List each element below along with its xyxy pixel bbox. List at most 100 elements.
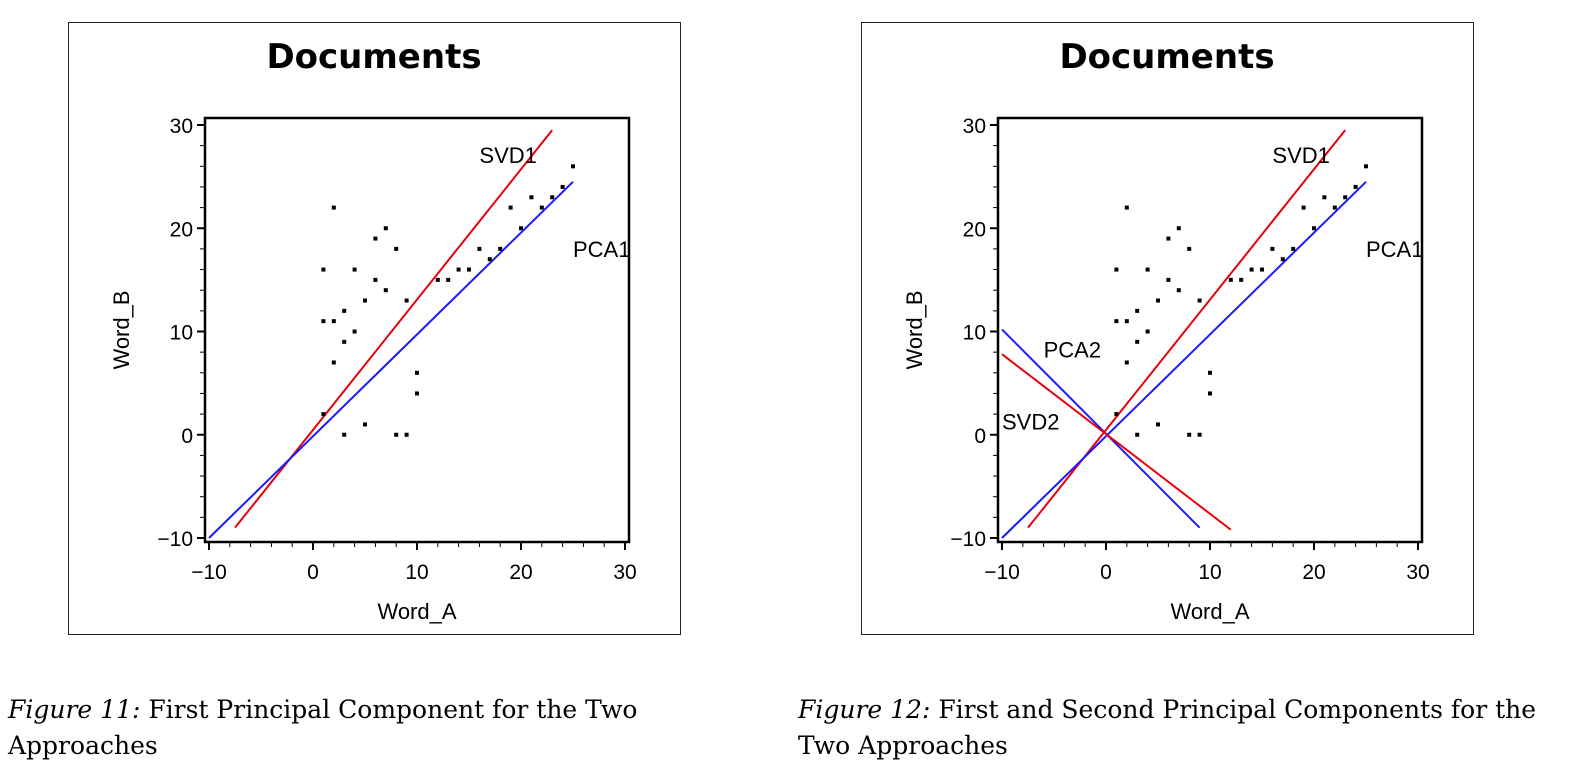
figure-12-caption: Figure 12: First and Second Principal Co… <box>798 692 1558 764</box>
data-point <box>1312 226 1316 231</box>
y-tick-label: 30 <box>963 115 986 138</box>
y-tick-label: 0 <box>181 425 193 448</box>
chart-title: Documents <box>266 37 481 77</box>
data-point <box>383 226 388 231</box>
data-point <box>415 391 419 396</box>
data-point <box>352 267 357 272</box>
y-tick-label: 10 <box>963 322 986 345</box>
annotation-pca2: PCA2 <box>1044 337 1101 362</box>
data-point <box>1176 288 1181 293</box>
x-axis-label: Word_A <box>377 599 456 624</box>
chart-figure-12: Documents −10 −10 0 0 10 10 20 20 30 30 Word_A Word_… <box>861 22 1474 635</box>
data-point <box>1135 432 1140 437</box>
data-point <box>1166 277 1171 282</box>
data-point <box>394 246 399 251</box>
figure-11-caption-text: First Principal Component for the Two Ap… <box>8 695 638 760</box>
data-point <box>477 246 482 251</box>
data-point <box>498 246 503 251</box>
data-point <box>550 195 555 200</box>
data-point <box>508 205 513 210</box>
data-point <box>363 422 367 427</box>
chart-title: Documents <box>1059 37 1274 77</box>
data-point <box>1239 277 1244 282</box>
data-point <box>321 412 326 417</box>
data-point <box>1135 308 1140 313</box>
data-point <box>1156 298 1160 303</box>
data-point <box>415 370 419 375</box>
annotation-svd1: SVD1 <box>1272 143 1329 168</box>
data-point <box>1322 195 1327 200</box>
x-tick-label: 0 <box>1100 561 1112 584</box>
data-point <box>373 277 378 282</box>
x-axis-label: Word_A <box>1170 599 1249 624</box>
data-point <box>352 329 357 334</box>
x-tick-label: 30 <box>1406 561 1429 584</box>
data-point <box>1187 246 1192 251</box>
x-tick-label: −10 <box>984 561 1020 584</box>
panel-border <box>861 22 1474 635</box>
annotation-svd2: SVD2 <box>1002 410 1059 435</box>
y-tick-label: 0 <box>974 425 986 448</box>
figure-11-label: Figure 11: <box>8 695 141 724</box>
data-point <box>1124 360 1129 365</box>
data-point <box>560 184 565 189</box>
line-pca1 <box>1001 181 1367 539</box>
y-tick-label: −10 <box>950 528 986 551</box>
data-point <box>1197 298 1202 303</box>
annotation-pca1: PCA1 <box>1366 237 1423 262</box>
data-point <box>342 432 347 437</box>
x-tick-label: 10 <box>1198 561 1221 584</box>
y-tick-label: 20 <box>963 218 986 241</box>
annotation-pca1: PCA1 <box>573 237 630 262</box>
data-point <box>539 205 544 210</box>
x-tick-label: 20 <box>1302 561 1325 584</box>
data-point <box>331 319 336 324</box>
chart-panel-figure-11: Documents −10 −10 0 0 10 10 20 20 30 30 Word_A Word_… <box>68 22 681 635</box>
x-tick-label: 20 <box>509 561 532 584</box>
y-tick-label: −10 <box>157 528 193 551</box>
data-point <box>1114 267 1119 272</box>
data-point <box>342 339 347 344</box>
data-point <box>1228 277 1233 282</box>
data-point <box>1145 267 1150 272</box>
data-point <box>1249 267 1254 272</box>
figure-11-caption: Figure 11: First Principal Component for… <box>8 692 768 764</box>
data-point <box>435 277 440 282</box>
y-axis-label: Word_B <box>902 290 927 369</box>
x-tick-label: −10 <box>191 561 227 584</box>
data-point <box>321 319 326 324</box>
y-axis-label: Word_B <box>109 290 134 369</box>
chart-figure-11: Documents −10 −10 0 0 10 10 20 20 30 30 Word_A Word_… <box>68 22 681 635</box>
data-point <box>1145 329 1150 334</box>
data-point <box>571 164 575 169</box>
data-point <box>331 360 336 365</box>
y-tick-label: 30 <box>170 115 193 138</box>
data-point <box>1124 205 1129 210</box>
line-pca2 <box>1001 328 1201 529</box>
annotation-svd1: SVD1 <box>479 143 536 168</box>
x-tick-label: 30 <box>613 561 636 584</box>
data-point <box>1260 267 1264 272</box>
data-point <box>1364 164 1368 169</box>
data-point <box>1166 236 1171 241</box>
data-point <box>1332 205 1337 210</box>
data-point <box>1197 432 1202 437</box>
x-tick-label: 0 <box>307 561 319 584</box>
data-point <box>321 267 326 272</box>
y-tick-label: 10 <box>170 322 193 345</box>
data-point <box>519 226 523 231</box>
data-point <box>1343 195 1348 200</box>
data-point <box>1280 257 1285 262</box>
line-pca1 <box>208 181 574 539</box>
chart-panel-figure-12: Documents −10 −10 0 0 10 10 20 20 30 30 Word_A Word_… <box>861 22 1474 635</box>
data-point <box>342 308 347 313</box>
data-point <box>529 195 534 200</box>
data-point <box>1135 339 1140 344</box>
data-point <box>467 267 471 272</box>
x-tick-label: 10 <box>405 561 428 584</box>
panel-border <box>68 22 681 635</box>
data-point <box>446 277 451 282</box>
data-point <box>1187 432 1192 437</box>
data-point <box>1124 319 1129 324</box>
data-point <box>363 298 367 303</box>
